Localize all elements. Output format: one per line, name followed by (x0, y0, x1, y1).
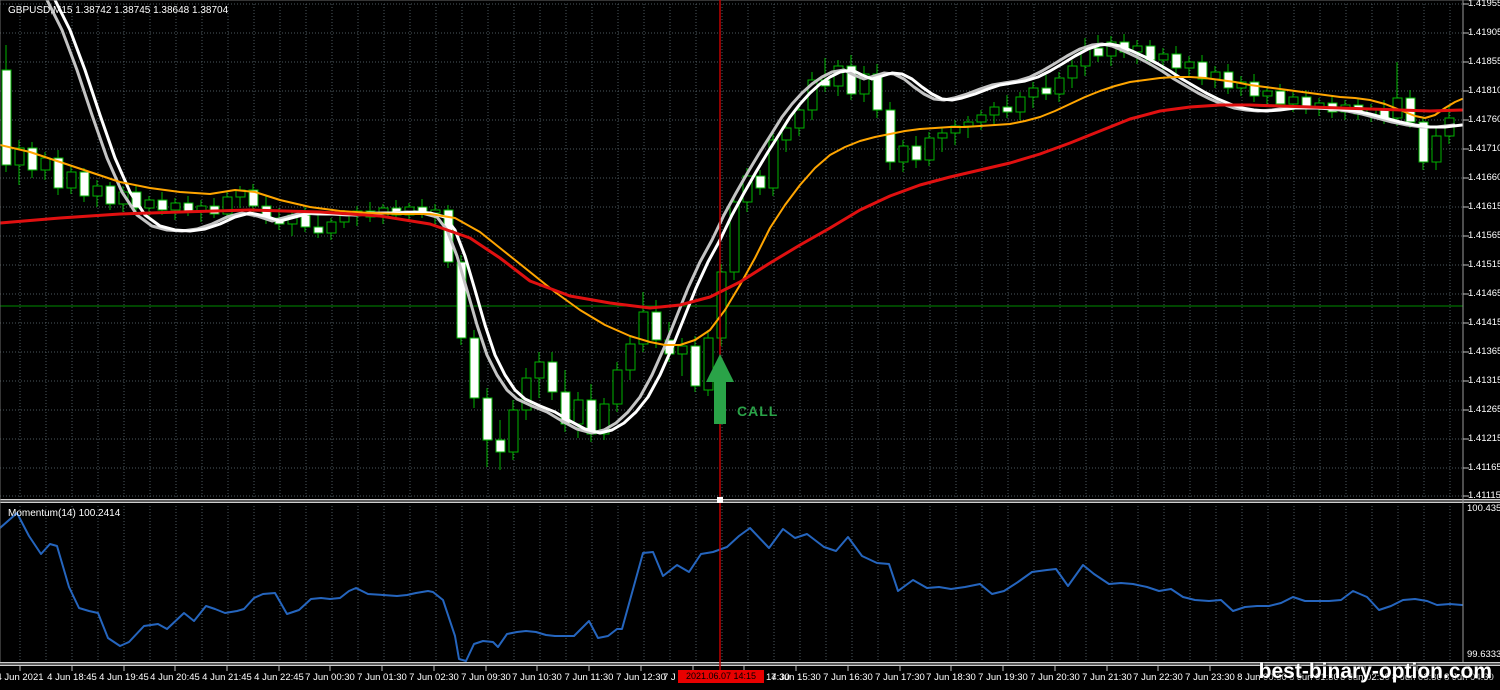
time-axis-label: 7 Jun 17:30 (875, 672, 925, 683)
watermark: best-binary-option.com (1258, 660, 1492, 683)
price-axis-label: 1.41215 (1468, 433, 1500, 444)
price-axis-label: 1.41565 (1468, 230, 1500, 241)
price-axis-label: 1.41660 (1468, 172, 1500, 183)
time-axis-label: 8 Jun 03:30 (1392, 672, 1442, 683)
time-axis-label: 7 Jun 00:30 (305, 672, 355, 683)
price-axis-label: 1.41365 (1468, 346, 1500, 357)
time-axis-label: 4 Jun 22:45 (254, 672, 304, 683)
time-axis-label: 14:30 (766, 672, 790, 683)
price-axis-label: 1.41955 (1468, 0, 1500, 9)
time-axis-label: 4 Jun 20:45 (150, 672, 200, 683)
time-axis-label: 7 Jun 15:30 (771, 672, 821, 683)
price-axis-label: 1.41515 (1468, 259, 1500, 270)
time-axis-label: 7 Jun 22:30 (1133, 672, 1183, 683)
momentum-indicator-label: Momentum(14) 100.2414 (8, 508, 121, 519)
price-axis-label: 1.41465 (1468, 288, 1500, 299)
price-axis-label: 1.41760 (1468, 114, 1500, 125)
price-axis-label: 1.41710 (1468, 143, 1500, 154)
time-axis-label: 8 Jun 02:30 (1340, 672, 1390, 683)
time-axis-label: 8 Jun 04:30 (1444, 672, 1494, 683)
time-axis-label: 7 Jun 16:30 (823, 672, 873, 683)
price-axis-label: 1.41265 (1468, 404, 1500, 415)
chart-title: GBPUSD,M15 1.38742 1.38745 1.38648 1.387… (8, 5, 229, 16)
price-axis-label: 1.41855 (1468, 56, 1500, 67)
time-axis-label: 7 J (663, 672, 676, 683)
time-axis-label: 7 Jun 19:30 (978, 672, 1028, 683)
time-axis-label: 7 Jun 18:30 (926, 672, 976, 683)
price-axis-label: 1.41810 (1468, 85, 1500, 96)
time-axis-label: 4 Jun 2021 (0, 672, 44, 683)
time-axis-label: 7 Jun 01:30 (357, 672, 407, 683)
price-axis-label: 1.41165 (1468, 462, 1500, 473)
price-axis-label: 1.41905 (1468, 27, 1500, 38)
time-axis-label: 7 Jun 11:30 (564, 672, 614, 683)
time-axis-label: 7 Jun 02:30 (409, 672, 459, 683)
vline-time-badge: 2021.06.07 14:15 (678, 670, 764, 683)
time-axis-label: 7 Jun 21:30 (1082, 672, 1132, 683)
price-axis-label: 1.41115 (1468, 490, 1500, 501)
momentum-axis-min: 99.6333 (1467, 649, 1500, 660)
time-axis-label: 7 Jun 12:30 (616, 672, 666, 683)
time-axis-label: 7 Jun 20:30 (1030, 672, 1080, 683)
time-axis-label: 8 Jun 00:30 (1237, 672, 1287, 683)
price-axis-label: 1.41615 (1468, 201, 1500, 212)
time-axis-label: 4 Jun 21:45 (202, 672, 252, 683)
time-axis-label: 4 Jun 19:45 (99, 672, 149, 683)
time-axis-label: 7 Jun 23:30 (1185, 672, 1235, 683)
time-axis-label: 7 Jun 09:30 (461, 672, 511, 683)
price-axis-label: 1.41415 (1468, 317, 1500, 328)
time-axis-label: 7 Jun 10:30 (512, 672, 562, 683)
time-axis-label: 8 Jun 01:30 (1289, 672, 1339, 683)
time-axis-label: 4 Jun 18:45 (47, 672, 97, 683)
call-signal-label: CALL (737, 403, 779, 419)
price-axis-label: 1.41315 (1468, 375, 1500, 386)
